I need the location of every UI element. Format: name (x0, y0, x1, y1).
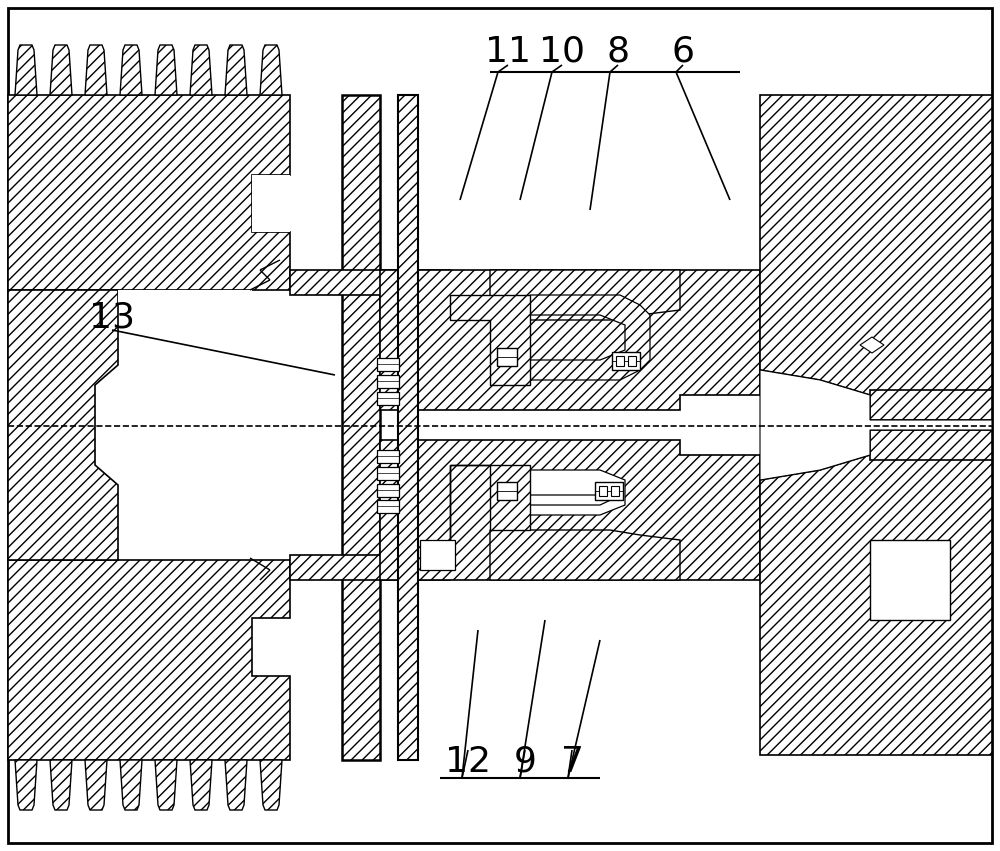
Polygon shape (870, 430, 992, 460)
Polygon shape (450, 295, 530, 385)
Polygon shape (530, 295, 650, 380)
Polygon shape (420, 540, 455, 570)
Polygon shape (120, 45, 142, 95)
Polygon shape (398, 95, 418, 760)
Bar (377, 450, 399, 463)
Polygon shape (120, 760, 142, 810)
Text: 9: 9 (514, 745, 536, 779)
Polygon shape (225, 45, 247, 95)
Polygon shape (8, 95, 290, 290)
Polygon shape (490, 270, 680, 320)
Text: 7: 7 (560, 745, 584, 779)
Text: 6: 6 (672, 35, 694, 69)
Polygon shape (85, 760, 107, 810)
Polygon shape (342, 95, 380, 760)
Bar (377, 392, 399, 405)
Text: 10: 10 (539, 35, 585, 69)
Polygon shape (155, 760, 177, 810)
Polygon shape (380, 270, 760, 410)
Bar (628, 356, 636, 366)
Bar (377, 358, 399, 371)
Polygon shape (190, 760, 212, 810)
Ellipse shape (909, 563, 931, 597)
Text: 12: 12 (445, 745, 491, 779)
Polygon shape (155, 45, 177, 95)
Bar (377, 500, 399, 513)
Polygon shape (290, 555, 450, 580)
Bar (595, 482, 623, 500)
Polygon shape (260, 760, 282, 810)
Bar (497, 348, 517, 366)
Bar (377, 484, 399, 497)
Polygon shape (15, 45, 37, 95)
Polygon shape (860, 337, 884, 353)
Polygon shape (225, 760, 247, 810)
Text: 8: 8 (606, 35, 630, 69)
Bar (611, 486, 619, 496)
Bar (377, 467, 399, 480)
Polygon shape (870, 540, 950, 620)
Polygon shape (260, 45, 282, 95)
Polygon shape (380, 440, 760, 580)
Bar (616, 356, 624, 366)
Polygon shape (450, 465, 530, 555)
Polygon shape (290, 270, 450, 295)
Polygon shape (118, 175, 290, 305)
Polygon shape (490, 530, 680, 580)
Polygon shape (8, 290, 118, 560)
Polygon shape (50, 760, 72, 810)
Polygon shape (50, 45, 72, 95)
Text: 11: 11 (485, 35, 531, 69)
Polygon shape (760, 430, 992, 755)
Polygon shape (15, 760, 37, 810)
Polygon shape (760, 95, 992, 420)
Polygon shape (8, 560, 290, 760)
Polygon shape (760, 95, 992, 420)
Bar (612, 352, 640, 370)
Bar (377, 375, 399, 388)
Bar (497, 482, 517, 500)
Polygon shape (870, 390, 992, 420)
Polygon shape (190, 45, 212, 95)
Polygon shape (85, 45, 107, 95)
Polygon shape (760, 370, 992, 480)
Text: 13: 13 (89, 301, 135, 335)
Bar (599, 486, 607, 496)
Polygon shape (530, 470, 625, 515)
